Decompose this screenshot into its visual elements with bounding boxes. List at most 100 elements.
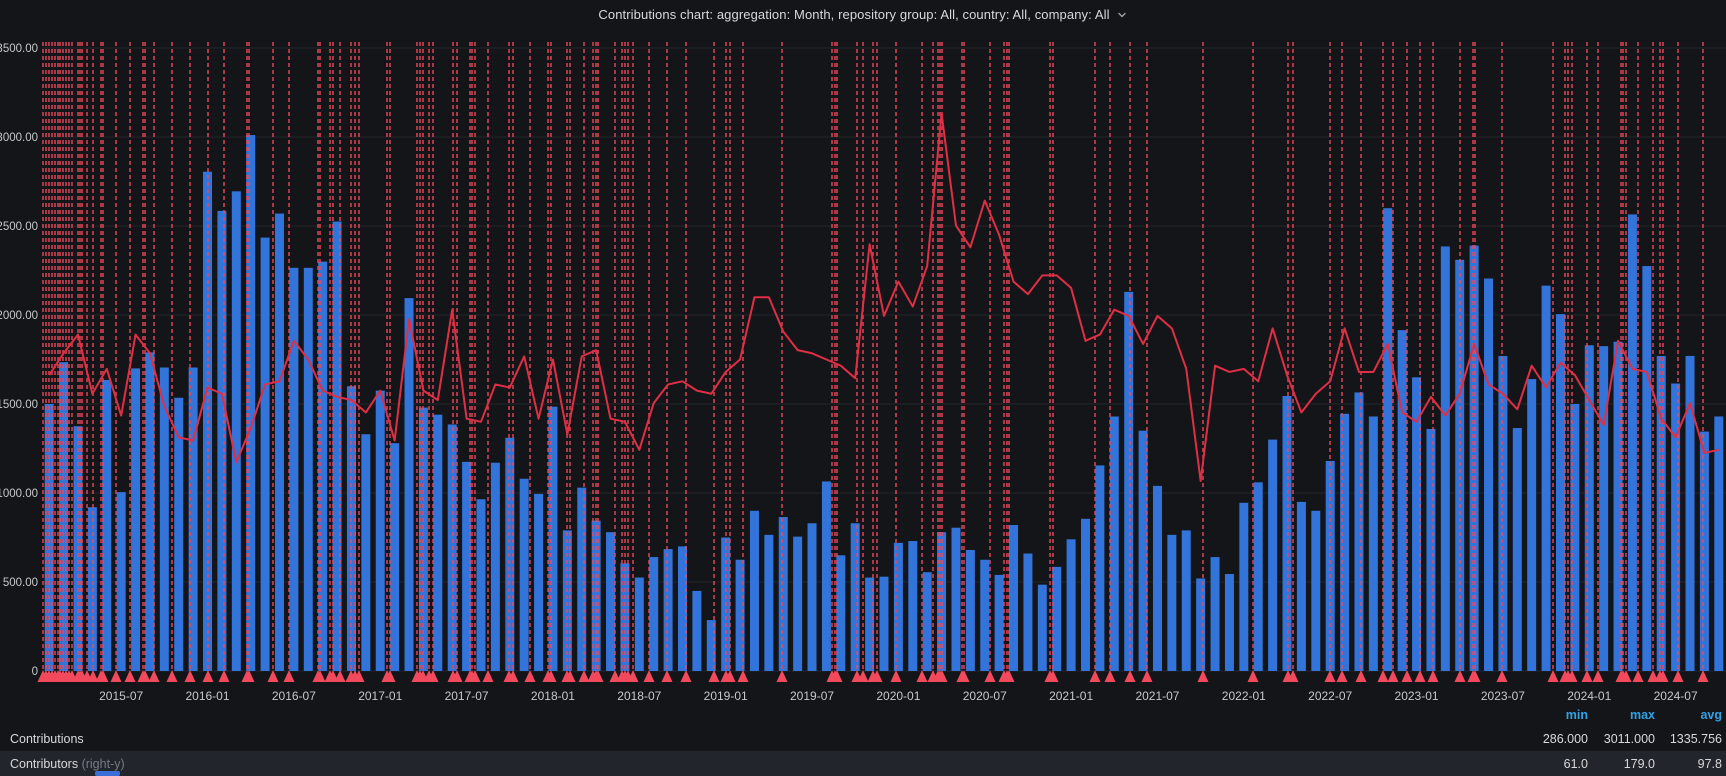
bar[interactable] <box>361 434 371 671</box>
annotation-marker[interactable] <box>545 670 557 682</box>
bar[interactable] <box>1340 413 1350 671</box>
bar[interactable] <box>375 390 385 671</box>
bar[interactable] <box>318 261 328 671</box>
annotation-marker[interactable] <box>916 670 928 682</box>
bar[interactable] <box>303 267 313 671</box>
bar[interactable] <box>649 557 659 671</box>
annotation-marker[interactable] <box>451 670 463 682</box>
legend-series-contributors[interactable]: Contributors (right-y) <box>0 757 1521 771</box>
annotation-marker[interactable] <box>958 670 970 682</box>
bar[interactable] <box>1484 278 1494 671</box>
annotation-marker[interactable] <box>609 670 621 682</box>
annotation-marker[interactable] <box>87 670 99 682</box>
bar[interactable] <box>850 523 860 671</box>
annotation-marker[interactable] <box>1089 670 1101 682</box>
bar[interactable] <box>1325 460 1335 671</box>
bar[interactable] <box>476 499 486 671</box>
annotation-marker[interactable] <box>148 670 160 682</box>
bar[interactable] <box>1512 428 1522 671</box>
bar[interactable] <box>1009 525 1019 671</box>
bar[interactable] <box>908 541 918 671</box>
bar[interactable] <box>764 534 774 671</box>
annotation-marker[interactable] <box>592 670 604 682</box>
bar[interactable] <box>879 576 889 671</box>
bar[interactable] <box>1167 534 1177 671</box>
bar[interactable] <box>1584 345 1594 671</box>
bar[interactable] <box>404 298 414 671</box>
bar[interactable] <box>1469 245 1479 671</box>
bar[interactable] <box>1239 502 1249 671</box>
annotation-marker[interactable] <box>1581 670 1593 682</box>
bar[interactable] <box>246 135 256 672</box>
annotation-marker[interactable] <box>1547 670 1559 682</box>
bar[interactable] <box>159 367 169 671</box>
annotation-marker[interactable] <box>831 670 843 682</box>
annotation-marker[interactable] <box>334 670 346 682</box>
bar[interactable] <box>1440 246 1450 671</box>
annotation-marker[interactable] <box>1377 670 1389 682</box>
bar[interactable] <box>1023 553 1033 671</box>
bar[interactable] <box>1541 285 1551 671</box>
annotation-marker[interactable] <box>1496 670 1508 682</box>
bar[interactable] <box>706 620 716 671</box>
legend-header-avg[interactable]: avg <box>1700 708 1722 722</box>
annotation-marker[interactable] <box>643 670 655 682</box>
bar[interactable] <box>390 443 400 671</box>
bar[interactable] <box>1642 266 1652 671</box>
annotation-marker[interactable] <box>1592 670 1604 682</box>
bar[interactable] <box>1311 510 1321 671</box>
bar[interactable] <box>1570 404 1580 671</box>
bar[interactable] <box>1426 428 1436 671</box>
bar[interactable] <box>1138 430 1148 671</box>
annotation-marker[interactable] <box>314 670 326 682</box>
annotation-marker[interactable] <box>627 670 639 682</box>
annotation-marker[interactable] <box>1247 670 1259 682</box>
annotation-marker[interactable] <box>1657 670 1669 682</box>
annotation-marker[interactable] <box>871 670 883 682</box>
annotation-marker[interactable] <box>267 670 279 682</box>
bar[interactable] <box>332 221 342 672</box>
bar[interactable] <box>1152 485 1162 671</box>
bar[interactable] <box>274 213 284 672</box>
bar[interactable] <box>519 478 529 671</box>
bar[interactable] <box>994 574 1004 671</box>
bar[interactable] <box>1685 355 1695 671</box>
bar[interactable] <box>577 487 587 671</box>
bar[interactable] <box>965 549 975 671</box>
annotation-marker[interactable] <box>353 670 365 682</box>
bar[interactable] <box>1066 539 1076 671</box>
bar[interactable] <box>1109 416 1119 671</box>
bar[interactable] <box>606 532 616 671</box>
annotation-marker[interactable] <box>139 670 151 682</box>
annotation-marker[interactable] <box>469 670 481 682</box>
bar[interactable] <box>735 559 745 671</box>
bar[interactable] <box>490 462 500 671</box>
annotation-marker[interactable] <box>724 670 736 682</box>
annotation-marker[interactable] <box>218 670 230 682</box>
bar[interactable] <box>807 523 817 671</box>
bar[interactable] <box>1555 314 1565 671</box>
bar[interactable] <box>1210 557 1220 671</box>
annotation-marker[interactable] <box>1387 670 1399 682</box>
bar[interactable] <box>865 577 875 671</box>
annotation-marker[interactable] <box>1003 670 1015 682</box>
annotation-marker[interactable] <box>1647 670 1659 682</box>
bar[interactable] <box>836 555 846 671</box>
annotation-marker[interactable] <box>507 670 519 682</box>
annotation-marker[interactable] <box>384 670 396 682</box>
bar[interactable] <box>1412 377 1422 671</box>
bar[interactable] <box>893 542 903 671</box>
bar[interactable] <box>663 549 673 671</box>
annotation-marker[interactable] <box>1287 670 1299 682</box>
bar[interactable] <box>1599 346 1609 671</box>
bar[interactable] <box>980 559 990 671</box>
bar[interactable] <box>562 530 572 671</box>
annotation-marker[interactable] <box>890 670 902 682</box>
annotation-marker[interactable] <box>243 670 255 682</box>
bar[interactable] <box>922 572 932 671</box>
bar[interactable] <box>778 517 788 671</box>
bar[interactable] <box>1613 341 1623 671</box>
bar[interactable] <box>937 532 947 671</box>
annotation-marker[interactable] <box>1672 670 1684 682</box>
annotation-marker[interactable] <box>776 670 788 682</box>
